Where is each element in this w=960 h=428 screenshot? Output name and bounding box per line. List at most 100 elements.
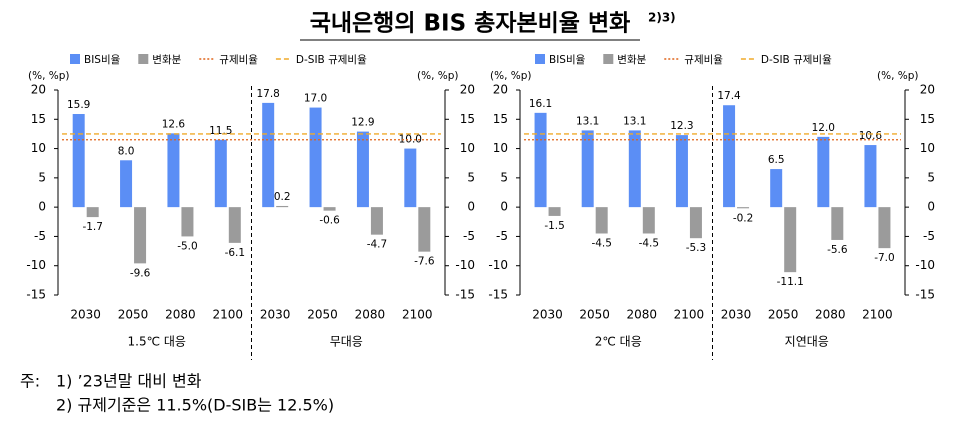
x-tick-label: 2080	[627, 308, 658, 322]
bar	[689, 207, 702, 239]
bar	[548, 207, 561, 216]
legend-label: 변화분	[617, 54, 646, 66]
data-label: -9.6	[130, 267, 151, 279]
data-label: -7.0	[874, 252, 895, 264]
bar	[86, 207, 99, 218]
x-tick-label: 2050	[768, 308, 799, 322]
x-tick-label: 2080	[165, 308, 196, 322]
y2-tick-label: 15	[460, 112, 475, 126]
y2-tick-label: 20	[920, 83, 935, 97]
data-label: -1.5	[544, 220, 565, 232]
y2-tick-label: 5	[467, 170, 475, 184]
x-tick-label: 2030	[260, 308, 291, 322]
y2-tick-label: -5	[463, 229, 475, 243]
legend-swatch	[138, 54, 149, 64]
data-label: 12.6	[162, 118, 186, 130]
y-tick-label: 20	[31, 83, 46, 97]
y2-tick-label: -15	[915, 288, 935, 302]
bar	[534, 112, 547, 208]
x-tick-label: 2030	[721, 308, 752, 322]
group-label: 지연대응	[785, 335, 829, 349]
y-tick-label: 15	[31, 112, 46, 126]
bar	[595, 207, 608, 234]
y-tick-label: -15	[488, 288, 508, 302]
legend-label: 규제비율	[684, 54, 723, 66]
bar	[356, 131, 369, 208]
legend-label: 변화분	[152, 54, 181, 66]
x-tick-label: 2100	[402, 308, 433, 322]
y2-tick-label: 0	[467, 200, 475, 214]
title-note: 2)3)	[648, 11, 676, 25]
data-label: 17.8	[256, 88, 279, 100]
unit-label: (%, %p)	[28, 70, 70, 82]
data-label: 15.9	[67, 99, 90, 111]
data-label: 13.1	[623, 115, 646, 127]
data-label: 8.0	[118, 145, 135, 157]
bar	[120, 160, 133, 208]
y-tick-label: 5	[38, 170, 46, 184]
bar	[181, 207, 194, 237]
data-label: 13.1	[576, 115, 599, 127]
unit-label: (%, %p)	[877, 70, 919, 82]
bar	[675, 135, 688, 208]
y-tick-label: -10	[488, 258, 508, 272]
bar	[817, 136, 830, 208]
bar	[134, 207, 147, 264]
y2-tick-label: 10	[460, 141, 475, 155]
legend-swatch	[70, 54, 80, 64]
unit-label: (%, %p)	[417, 70, 459, 82]
y-tick-label: 0	[500, 200, 508, 214]
x-tick-label: 2050	[579, 308, 610, 322]
legend-label: BIS비율	[549, 54, 586, 66]
x-tick-label: 2030	[532, 308, 563, 322]
y2-tick-label: -10	[455, 258, 475, 272]
data-label: -5.3	[686, 242, 707, 254]
x-tick-label: 2100	[213, 308, 244, 322]
bar	[723, 105, 736, 208]
data-label: -5.0	[177, 240, 198, 252]
data-label: 10.6	[859, 130, 883, 142]
bar	[737, 207, 750, 209]
group-label: 무대응	[330, 335, 363, 349]
data-label: -0.6	[319, 215, 340, 227]
chart-title: 국내은행의 BIS 총자본비율 변화	[310, 11, 631, 37]
data-label: 16.1	[529, 98, 552, 110]
bar	[228, 207, 241, 243]
bar	[276, 205, 289, 208]
data-label: -0.2	[733, 212, 754, 224]
data-label: -6.1	[225, 247, 246, 259]
y-tick-label: -15	[26, 288, 46, 302]
bar	[831, 207, 844, 240]
x-tick-label: 2080	[815, 308, 846, 322]
y2-tick-label: 10	[920, 141, 935, 155]
y-tick-label: -10	[26, 258, 46, 272]
bar	[309, 107, 322, 208]
y-tick-label: 5	[500, 170, 508, 184]
legend-label: 규제비율	[219, 54, 258, 66]
y-tick-label: 15	[493, 112, 508, 126]
legend-swatch	[535, 54, 545, 64]
bar	[784, 207, 797, 273]
x-tick-label: 2050	[307, 308, 338, 322]
bar	[167, 133, 180, 208]
bar	[581, 130, 594, 208]
group-label: 1.5℃ 대응	[128, 335, 186, 349]
bar	[262, 102, 275, 208]
legend-label: D-SIB 규제비율	[296, 54, 367, 66]
bar	[642, 207, 655, 234]
y2-tick-label: -10	[915, 258, 935, 272]
y2-tick-label: -5	[923, 229, 935, 243]
bar	[878, 207, 891, 249]
bar	[628, 130, 641, 208]
y2-tick-label: 0	[927, 200, 935, 214]
x-tick-label: 2050	[118, 308, 149, 322]
y2-tick-label: 20	[460, 83, 475, 97]
y2-tick-label: 5	[927, 170, 935, 184]
data-label: 0.2	[274, 191, 291, 203]
legend-swatch	[603, 54, 614, 64]
data-label: -5.6	[827, 244, 848, 256]
bar	[72, 114, 85, 208]
x-tick-label: 2100	[862, 308, 893, 322]
data-label: 12.0	[812, 122, 835, 134]
data-label: 12.3	[670, 120, 693, 132]
